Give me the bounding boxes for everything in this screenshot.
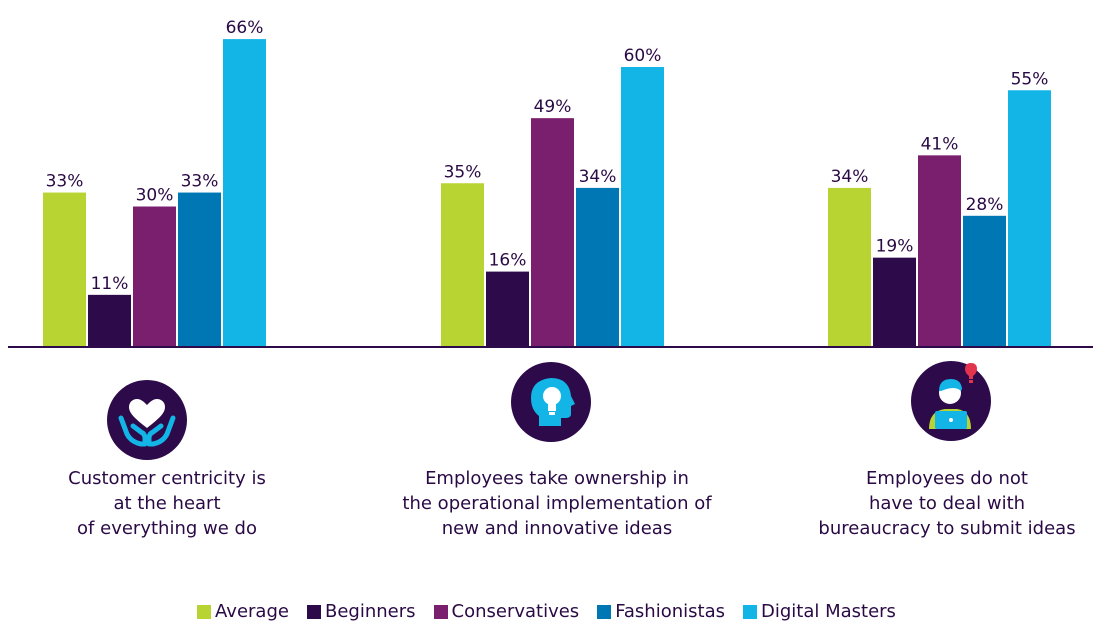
legend-swatch: [742, 605, 757, 619]
category-label-customer-centricity: Customer centricity is at the heart of e…: [68, 468, 266, 539]
bar-fashionistas-group-3: [963, 215, 1006, 346]
bar-conservatives-group-1: [133, 206, 176, 346]
data-label-beginners-group-2: 16%: [489, 251, 527, 271]
data-label-conservatives-group-3: 41%: [921, 134, 959, 154]
heart-hands-icon: [107, 380, 187, 460]
legend-label: Beginners: [324, 601, 416, 622]
data-label-digital-masters-group-2: 60%: [624, 46, 662, 66]
legend-item-fashionistas: Fashionistas: [597, 601, 725, 623]
legend-swatch: [597, 605, 612, 619]
bar-average-group-2: [441, 183, 484, 346]
bar-beginners-group-2: [486, 271, 529, 346]
bar-digital-masters-group-1: [223, 39, 266, 346]
bar-conservatives-group-3: [918, 155, 961, 346]
bar-fashionistas-group-2: [576, 187, 619, 346]
category-label-no-bureaucracy: Employees do not have to deal with burea…: [818, 468, 1076, 539]
bar-beginners-group-1: [88, 294, 131, 346]
legend-swatch: [197, 605, 212, 619]
legend-swatch: [306, 605, 321, 619]
legend-item-digital-masters: Digital Masters: [742, 601, 896, 623]
data-label-conservatives-group-1: 30%: [136, 186, 174, 206]
data-label-average-group-1: 33%: [46, 172, 84, 192]
legend-swatch: [433, 605, 448, 619]
head-lightbulb-icon: [511, 362, 591, 442]
legend-label: Conservatives: [451, 601, 580, 622]
bar-digital-masters-group-2: [621, 67, 664, 346]
data-label-average-group-3: 34%: [831, 167, 869, 187]
bar-beginners-group-3: [873, 257, 916, 346]
data-label-fashionistas-group-2: 34%: [579, 167, 617, 187]
data-label-conservatives-group-2: 49%: [534, 97, 572, 117]
bar-average-group-1: [43, 192, 86, 346]
legend-label: Digital Masters: [760, 601, 896, 622]
data-label-average-group-2: 35%: [444, 162, 482, 182]
legend-label: Fashionistas: [615, 601, 725, 622]
data-label-digital-masters-group-3: 55%: [1011, 69, 1049, 89]
data-label-fashionistas-group-1: 33%: [181, 172, 219, 192]
data-label-beginners-group-3: 19%: [876, 237, 914, 257]
bar-digital-masters-group-3: [1008, 90, 1051, 346]
bar-fashionistas-group-1: [178, 192, 221, 346]
legend-label: Average: [215, 601, 289, 622]
legend-item-conservatives: Conservatives: [433, 601, 580, 623]
bar-conservatives-group-2: [531, 118, 574, 347]
person-laptop-idea-icon: [911, 361, 991, 441]
bar-chart: 33% 11% 30% 33% 66% 35% 16% 49% 34% 60% 34% 19% 41% 2…: [8, 18, 1093, 348]
bar-average-group-3: [828, 187, 871, 346]
data-label-digital-masters-group-1: 66%: [226, 18, 264, 38]
data-label-beginners-group-1: 11%: [91, 274, 129, 294]
legend: Average Beginners Conservatives Fashioni…: [0, 601, 1093, 623]
legend-item-beginners: Beginners: [306, 601, 416, 623]
legend-item-average: Average: [197, 601, 289, 623]
data-label-fashionistas-group-3: 28%: [966, 195, 1004, 215]
category-label-employee-ownership: Employees take ownership in the operatio…: [402, 468, 712, 539]
